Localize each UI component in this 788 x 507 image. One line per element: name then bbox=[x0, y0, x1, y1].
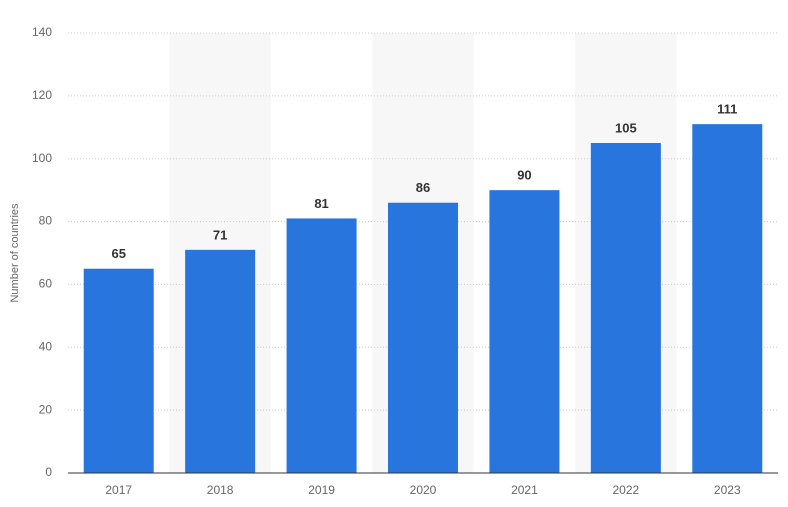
value-label: 105 bbox=[615, 120, 637, 135]
y-tick-label: 120 bbox=[32, 88, 52, 102]
value-label: 65 bbox=[111, 246, 125, 261]
bar bbox=[590, 143, 661, 473]
y-tick-label: 60 bbox=[39, 277, 53, 291]
y-tick-label: 140 bbox=[32, 25, 52, 39]
bar bbox=[83, 268, 154, 473]
bar bbox=[489, 190, 560, 473]
y-tick-label: 20 bbox=[39, 402, 53, 416]
x-tick-label: 2018 bbox=[207, 483, 234, 497]
x-tick-label: 2020 bbox=[410, 483, 437, 497]
bar bbox=[185, 249, 256, 473]
value-label: 111 bbox=[717, 102, 737, 117]
x-tick-label: 2017 bbox=[105, 483, 132, 497]
x-tick-label: 2022 bbox=[613, 483, 640, 497]
x-tick-label: 2021 bbox=[511, 483, 538, 497]
value-label: 90 bbox=[517, 168, 531, 183]
value-label: 86 bbox=[416, 180, 430, 195]
y-axis-label: Number of countries bbox=[9, 203, 21, 303]
value-label: 81 bbox=[314, 196, 328, 211]
y-tick-label: 40 bbox=[39, 339, 53, 353]
bar bbox=[286, 218, 357, 473]
x-tick-label: 2023 bbox=[714, 483, 741, 497]
x-tick-label: 2019 bbox=[308, 483, 335, 497]
y-tick-label: 100 bbox=[32, 151, 52, 165]
y-tick-label: 0 bbox=[45, 465, 52, 479]
bar bbox=[388, 202, 458, 473]
y-tick-label: 80 bbox=[39, 214, 53, 228]
value-label: 71 bbox=[213, 227, 227, 242]
bar bbox=[692, 124, 763, 474]
